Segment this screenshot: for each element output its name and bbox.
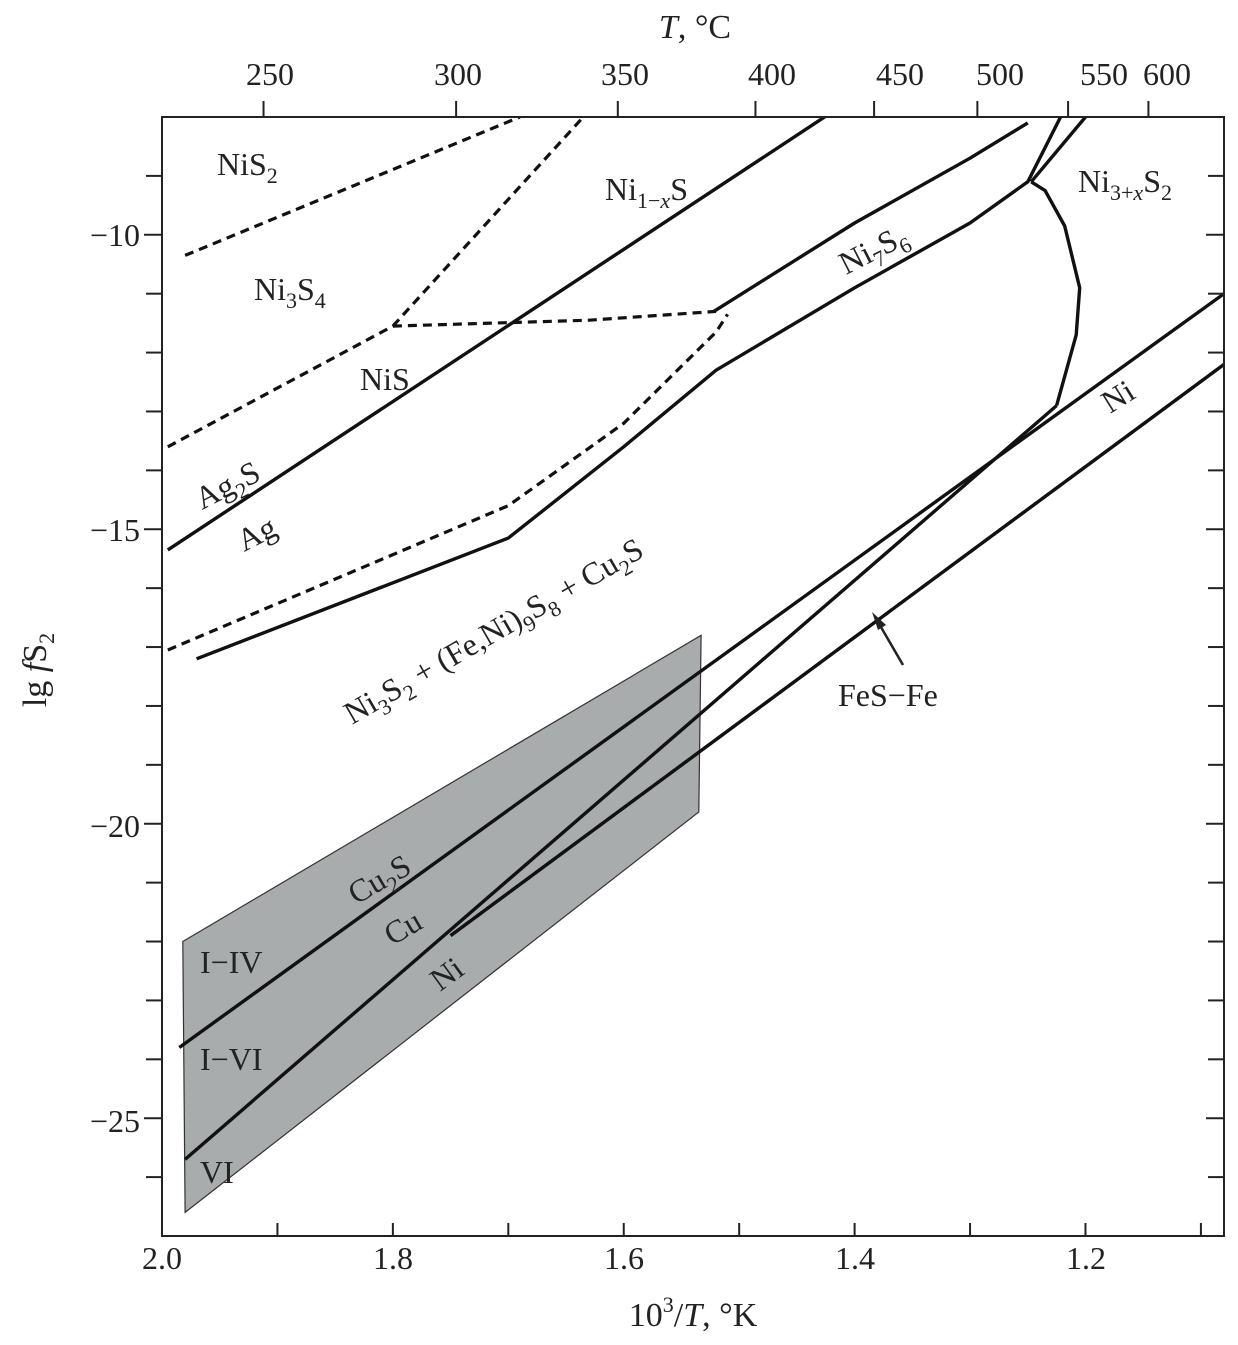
- line-cu2s-cu: [178, 292, 1224, 1049]
- plot-frame: [161, 116, 1225, 1237]
- y-tick-labels: −10 −15 −20 −25: [90, 217, 140, 1139]
- line-ni3s2-ni: [183, 404, 1058, 1161]
- line-ni3x-upper: [1029, 117, 1087, 183]
- top-tick-label: 250: [246, 56, 294, 92]
- top-tick-label: 450: [876, 56, 924, 92]
- top-tick-label: 400: [748, 56, 796, 92]
- top-axis-title: T, °C: [659, 9, 731, 46]
- shaded-region: [182, 634, 702, 1214]
- x-tick-labels: 2.0 1.8 1.6 1.4 1.2: [142, 1240, 1106, 1276]
- line-ag-dashed: [167, 313, 729, 652]
- label-i-iv: I−IV: [200, 944, 262, 980]
- line-ni3s4-ni1xs: [391, 117, 585, 328]
- x-tick-label: 1.6: [604, 1240, 644, 1276]
- y-tick-label: −20: [90, 808, 140, 844]
- top-tick-labels: 250 300 350 400 450 500 550 600: [246, 56, 1191, 92]
- region-labels: NiS2 Ni1−xS Ni3S4 NiS Ag2S Ag Ni7S6 Ni3+…: [189, 146, 1172, 1190]
- label-big-region: Ni3S2 + (Fe,Ni)9S8 + Cu2S: [338, 530, 653, 736]
- x-axis-title: 103/T, °K: [629, 1292, 758, 1334]
- label-fes-fe: FeS−Fe: [838, 677, 938, 713]
- line-fes-fe: [449, 363, 1224, 937]
- x-tick-label: 2.0: [142, 1240, 182, 1276]
- axis-ticks: [144, 101, 1224, 1236]
- line-ni7s6-upper: [712, 121, 1029, 313]
- top-tick-label: 500: [976, 56, 1024, 92]
- line-nis2-ni3s4: [184, 117, 521, 257]
- x-tick-label: 1.8: [373, 1240, 413, 1276]
- label-ni1xs: Ni1−xS: [605, 171, 688, 213]
- label-i-vi: I−VI: [200, 1041, 262, 1077]
- top-tick-label: 600: [1143, 56, 1191, 92]
- top-tick-label: 300: [434, 56, 482, 92]
- line-ag2s-ag: [166, 117, 828, 552]
- line-nis-ni1xs: [392, 309, 717, 328]
- fes-fe-pointer-arrow: [872, 612, 905, 666]
- label-nis: NiS: [360, 361, 410, 397]
- label-vi: VI: [200, 1154, 234, 1190]
- top-tick-label: 350: [601, 56, 649, 92]
- y-tick-label: −15: [90, 512, 140, 548]
- top-tick-label: 550: [1080, 56, 1128, 92]
- y-tick-label: −25: [90, 1103, 140, 1139]
- label-ni3s4: Ni3S4: [254, 271, 326, 313]
- y-tick-label: −10: [90, 217, 140, 253]
- label-nis2: NiS2: [217, 146, 278, 188]
- x-tick-label: 1.4: [835, 1240, 875, 1276]
- line-ni3x-boundary: [1030, 180, 1082, 407]
- line-ni1xs-ni7s6: [195, 117, 1063, 661]
- x-tick-label: 1.2: [1066, 1240, 1106, 1276]
- line-nis-ni3s4: [167, 324, 394, 449]
- label-ag: Ag: [231, 508, 282, 558]
- label-ni3xs2: Ni3+xS2: [1078, 163, 1172, 205]
- y-axis-title: lg fS2: [17, 633, 59, 707]
- boundary-lines: [166, 117, 1224, 1161]
- label-ni-upper: Ni: [1095, 372, 1141, 420]
